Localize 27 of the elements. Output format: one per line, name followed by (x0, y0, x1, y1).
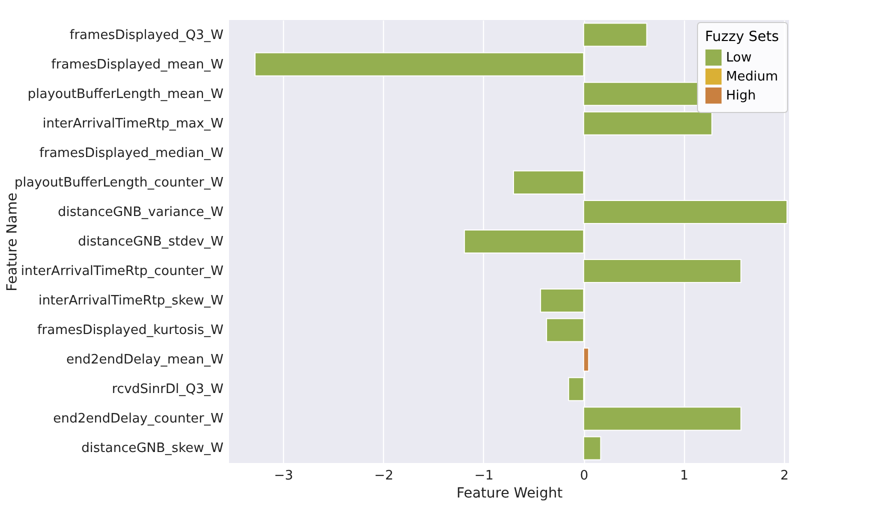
y-tick-label: framesDisplayed_median_W (39, 146, 224, 161)
y-tick-label: end2endDelay_counter_W (53, 412, 224, 427)
x-tick-label: −3 (274, 468, 294, 484)
x-tick-label: 2 (780, 468, 789, 484)
y-tick-label: playoutBufferLength_counter_W (14, 175, 224, 190)
legend-title: Fuzzy Sets (705, 29, 779, 45)
y-tick-label: distanceGNB_stdev_W (78, 234, 224, 250)
y-tick-label: distanceGNB_skew_W (81, 441, 224, 456)
x-tick-label: −2 (374, 468, 394, 484)
legend-label: Medium (726, 70, 778, 84)
x-tick-label: −1 (474, 468, 494, 484)
y-tick-label: framesDisplayed_Q3_W (70, 28, 224, 43)
legend-label: High (726, 88, 756, 104)
y-tick-label: playoutBufferLength_mean_W (28, 86, 224, 102)
y-tick-label: interArrivalTimeRtp_max_W (42, 116, 224, 132)
y-tick-label: distanceGNB_variance_W (58, 204, 224, 220)
y-tick-label: rcvdSinrDl_Q3_W (112, 382, 224, 398)
y-tick-label: interArrivalTimeRtp_skew_W (38, 294, 224, 309)
y-axis-title: Feature Name (4, 192, 20, 292)
y-tick-label: end2endDelay_mean_W (66, 352, 224, 368)
legend-label: Low (726, 50, 752, 66)
y-tick-label: framesDisplayed_kurtosis_W (37, 323, 224, 338)
x-tick-label: 1 (680, 468, 688, 484)
y-tick-label: framesDisplayed_mean_W (51, 57, 224, 72)
y-tick-label: interArrivalTimeRtp_counter_W (20, 264, 224, 280)
x-tick-label: 0 (580, 468, 588, 484)
x-axis-title: Feature Weight (456, 486, 564, 502)
